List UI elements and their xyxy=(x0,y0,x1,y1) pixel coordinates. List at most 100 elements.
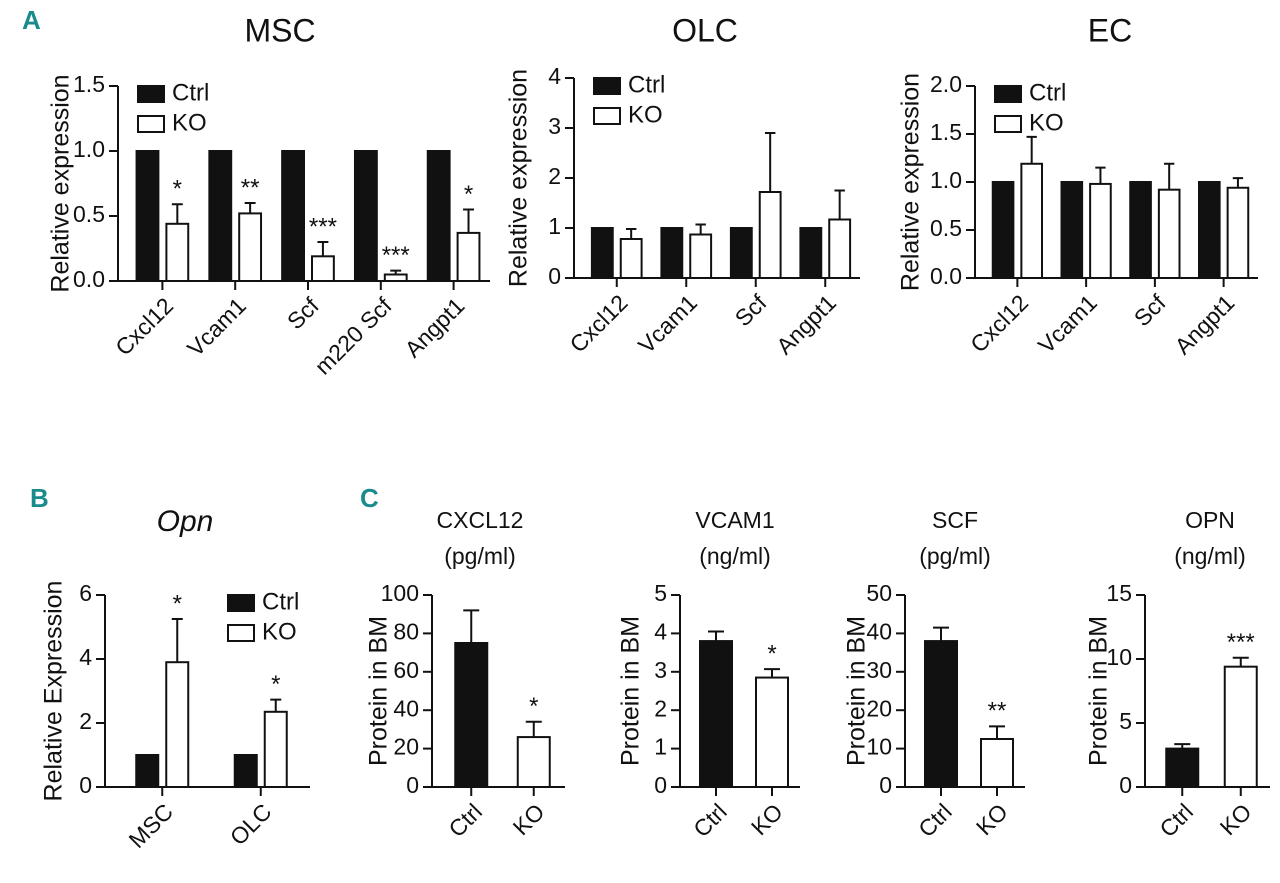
legend-swatch xyxy=(137,115,165,133)
bar xyxy=(383,273,408,282)
chart-title: VCAM1 xyxy=(695,507,774,533)
y-tick-label: 0.0 xyxy=(73,266,105,292)
legend-swatch xyxy=(593,107,621,125)
y-tick-label: 1 xyxy=(548,213,561,239)
bar xyxy=(135,150,160,282)
bar xyxy=(828,218,852,279)
y-tick-label: 50 xyxy=(866,580,892,606)
y-tick-label: 40 xyxy=(393,695,419,721)
y-tick-label: 10 xyxy=(866,734,892,760)
x-tick-label: Ctrl xyxy=(1154,798,1198,842)
y-axis-label: Protein in BM xyxy=(365,616,393,766)
y-tick-label: 0 xyxy=(654,772,667,798)
error-bar xyxy=(463,609,480,643)
error-bar xyxy=(625,228,637,239)
legend-label: Ctrl xyxy=(262,588,299,615)
y-tick-label: 3 xyxy=(654,657,667,683)
legend-label: Ctrl xyxy=(1029,79,1066,106)
y-tick-label: 0 xyxy=(406,772,419,798)
y-tick-label: 0.5 xyxy=(73,201,105,227)
bar xyxy=(799,227,823,279)
chart-subtitle: (pg/ml) xyxy=(919,543,991,569)
y-tick-label: 1.0 xyxy=(73,136,105,162)
significance-label: * xyxy=(173,590,182,617)
error-bar xyxy=(317,241,329,257)
error-bar xyxy=(244,202,256,214)
error-bar xyxy=(390,269,402,275)
error-bar xyxy=(695,223,706,235)
error-bar xyxy=(1174,743,1191,749)
y-axis-label: Protein in BM xyxy=(617,616,645,766)
legend-label: Ctrl xyxy=(172,79,209,106)
bar xyxy=(1020,162,1043,279)
bar xyxy=(263,710,288,788)
legend-label: KO xyxy=(1029,109,1064,136)
y-tick-label: 4 xyxy=(654,618,667,644)
y-tick-label: 2 xyxy=(548,163,561,189)
y-tick-label: 20 xyxy=(393,734,419,760)
error-bar xyxy=(1026,135,1037,164)
y-tick-label: 1.5 xyxy=(73,71,105,97)
significance-label: * xyxy=(767,640,776,667)
legend-swatch xyxy=(593,77,621,95)
x-tick-label: OLC xyxy=(225,798,277,850)
x-tick-label: KO xyxy=(971,798,1013,840)
panel-letter: A xyxy=(22,5,41,35)
y-axis-label: Relative expression xyxy=(505,69,533,287)
x-tick-label: Cxcl12 xyxy=(564,289,632,357)
error-bar xyxy=(764,668,780,678)
error-bar xyxy=(463,208,474,233)
bar xyxy=(238,212,263,282)
bar xyxy=(980,738,1014,788)
bar xyxy=(233,754,258,788)
y-tick-label: 4 xyxy=(548,63,561,89)
y-tick-label: 1.5 xyxy=(930,119,962,145)
x-tick-label: Ctrl xyxy=(443,798,487,842)
significance-label: * xyxy=(271,671,280,698)
bar xyxy=(729,227,753,279)
bar xyxy=(619,238,643,279)
bar xyxy=(689,233,713,279)
legend-label: KO xyxy=(262,618,297,645)
bar xyxy=(590,227,614,279)
panel-letter: B xyxy=(30,483,49,513)
significance-label: *** xyxy=(309,213,337,240)
x-tick-label: Angpt1 xyxy=(771,289,841,359)
y-tick-label: 60 xyxy=(393,657,419,683)
chart-title: CXCL12 xyxy=(437,507,524,533)
y-tick-label: 0 xyxy=(79,772,92,798)
bar xyxy=(135,754,160,788)
y-tick-label: 1 xyxy=(654,734,667,760)
bar xyxy=(516,736,551,789)
legend-swatch xyxy=(227,624,255,642)
error-bar xyxy=(270,698,282,712)
chart-title: OLC xyxy=(672,12,738,48)
bar xyxy=(1129,181,1152,279)
x-tick-label: m220 Scf xyxy=(310,292,398,380)
chart-subtitle: (ng/ml) xyxy=(699,543,771,569)
bar xyxy=(991,181,1015,279)
y-tick-label: 4 xyxy=(79,644,92,670)
bar xyxy=(165,661,190,789)
legend-label: KO xyxy=(628,101,663,128)
bar xyxy=(456,231,481,282)
legend-label: KO xyxy=(172,109,207,136)
error-bar xyxy=(1232,177,1244,188)
chart-title: SCF xyxy=(932,507,978,533)
y-tick-label: 0 xyxy=(548,263,561,289)
y-tick-label: 10 xyxy=(1106,644,1132,670)
x-tick-label: Scf xyxy=(282,292,324,334)
bar xyxy=(1089,182,1112,279)
bar xyxy=(660,227,684,279)
error-bar xyxy=(1232,656,1249,667)
chart-subtitle: (ng/ml) xyxy=(1174,543,1246,569)
bar xyxy=(426,150,451,282)
y-tick-label: 40 xyxy=(866,618,892,644)
x-tick-label: Angpt1 xyxy=(399,292,469,362)
x-tick-label: KO xyxy=(1215,798,1257,840)
y-tick-label: 20 xyxy=(866,695,892,721)
x-tick-label: KO xyxy=(746,798,788,840)
y-tick-label: 2.0 xyxy=(930,71,962,97)
x-tick-label: Ctrl xyxy=(913,798,957,842)
error-bar xyxy=(989,725,1005,739)
